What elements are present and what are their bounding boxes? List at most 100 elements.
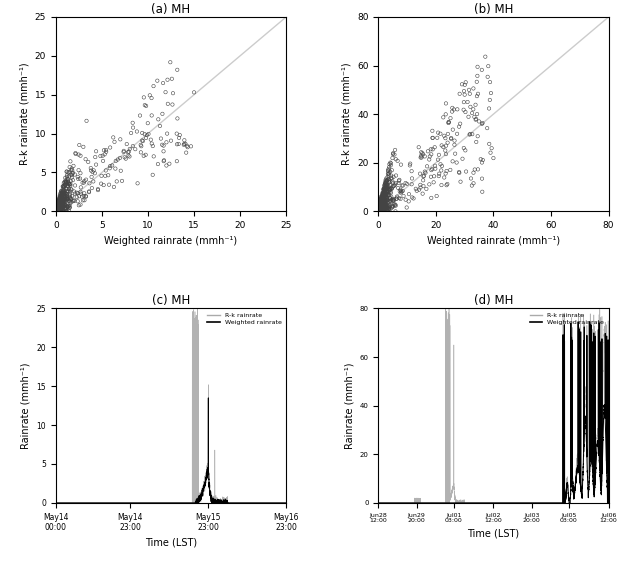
Point xyxy=(374,201,384,210)
Point xyxy=(376,198,386,207)
Point xyxy=(377,194,387,203)
Point xyxy=(485,95,495,105)
Point xyxy=(374,205,384,214)
Point xyxy=(415,180,425,189)
Point xyxy=(55,199,65,208)
Point xyxy=(62,192,72,201)
Point xyxy=(382,189,392,198)
Point xyxy=(374,203,384,212)
Point xyxy=(57,192,66,201)
Point xyxy=(76,200,86,209)
Point xyxy=(374,204,384,213)
Point xyxy=(113,155,123,164)
Point xyxy=(387,202,397,211)
Point xyxy=(374,203,384,212)
Point xyxy=(374,203,384,212)
Title: (b) MH: (b) MH xyxy=(474,3,513,16)
Point xyxy=(57,205,66,214)
Point xyxy=(64,206,74,215)
Point xyxy=(61,190,71,199)
Point xyxy=(374,207,384,216)
Point xyxy=(58,198,68,207)
Point xyxy=(52,202,62,211)
Point xyxy=(375,204,385,213)
Point xyxy=(376,198,386,207)
Point xyxy=(440,134,450,143)
Point xyxy=(63,202,73,211)
Point xyxy=(378,207,388,216)
Point xyxy=(465,130,474,139)
Point xyxy=(387,166,397,175)
Point xyxy=(63,202,73,211)
Point xyxy=(386,189,396,198)
Point xyxy=(145,91,155,100)
Point xyxy=(53,203,63,212)
Point xyxy=(374,205,384,214)
Point xyxy=(376,197,386,206)
Point xyxy=(374,202,384,211)
Point xyxy=(52,207,61,216)
Point xyxy=(135,111,145,120)
Point xyxy=(53,205,63,214)
Point xyxy=(379,194,389,203)
Point xyxy=(376,203,386,212)
Point xyxy=(101,147,111,157)
Point xyxy=(374,206,384,215)
Point xyxy=(422,184,432,193)
Point xyxy=(136,148,146,157)
Point xyxy=(376,198,386,207)
Point xyxy=(53,205,63,214)
Point xyxy=(385,167,395,176)
Point xyxy=(383,189,393,198)
Point xyxy=(54,207,64,216)
Point xyxy=(57,190,67,199)
Point xyxy=(59,179,69,188)
Point xyxy=(143,129,153,138)
Point xyxy=(471,115,481,124)
Point xyxy=(56,201,66,210)
Point xyxy=(383,196,392,205)
Point xyxy=(406,159,415,168)
Point xyxy=(106,162,116,171)
Point xyxy=(377,190,387,199)
Point xyxy=(56,201,66,210)
Point xyxy=(402,203,412,212)
Point xyxy=(66,197,76,206)
Point xyxy=(378,202,388,211)
Point xyxy=(376,195,386,205)
Point xyxy=(53,198,63,207)
Point xyxy=(159,156,169,165)
Point xyxy=(381,180,391,189)
Point xyxy=(450,149,460,158)
Point xyxy=(53,202,63,211)
Point xyxy=(373,207,383,216)
Point xyxy=(111,157,120,166)
Point xyxy=(117,176,127,185)
Point xyxy=(58,199,68,208)
Point xyxy=(376,202,386,211)
Point xyxy=(53,203,63,212)
Point xyxy=(374,205,384,214)
Point xyxy=(376,202,386,211)
Point xyxy=(418,189,428,198)
Point xyxy=(377,206,387,215)
Point xyxy=(376,199,386,208)
Point xyxy=(375,202,385,211)
Point xyxy=(378,205,388,214)
Point xyxy=(53,202,63,211)
Point xyxy=(483,72,492,81)
Point xyxy=(378,204,388,213)
Point xyxy=(54,207,64,216)
Point xyxy=(469,112,479,121)
Point xyxy=(381,192,391,201)
Point xyxy=(148,170,158,179)
Point xyxy=(55,203,65,212)
Point xyxy=(382,181,392,190)
Point xyxy=(55,199,65,208)
Point xyxy=(374,207,384,216)
Point xyxy=(381,202,391,211)
Point xyxy=(374,203,384,212)
Point xyxy=(389,195,399,205)
Point xyxy=(52,207,61,216)
Point xyxy=(379,185,389,194)
